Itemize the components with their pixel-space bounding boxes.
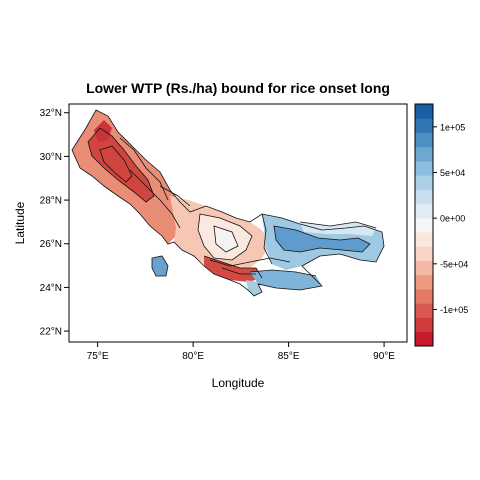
y-axis: 22°N 24°N 26°N 28°N 30°N 32°N — [40, 108, 69, 338]
colorbar-swatch — [415, 303, 433, 318]
colorbar-swatch — [415, 274, 433, 290]
y-tick-label: 26°N — [40, 239, 62, 250]
y-tick-label: 28°N — [40, 196, 62, 207]
contour-line — [299, 221, 377, 229]
colorbar-swatch — [415, 260, 433, 276]
y-tick-label: 24°N — [40, 283, 62, 294]
x-tick-label: 90°E — [373, 351, 395, 362]
colorbar-tick-label: 1e+05 — [440, 122, 465, 132]
x-axis: 75°E 80°E 85°E 90°E — [87, 342, 395, 362]
colorbar-swatch — [415, 232, 433, 247]
y-tick-label: 32°N — [40, 108, 62, 119]
colorbar-swatch — [415, 289, 433, 304]
region-west-deep-red — [88, 128, 154, 202]
colorbar-swatch — [415, 175, 433, 190]
map-title: Lower WTP (Rs./ha) bound for rice onset … — [86, 80, 390, 96]
colorbar-swatch — [415, 317, 433, 333]
contour-line — [159, 185, 191, 207]
contour-line — [213, 225, 239, 253]
x-tick-label: 85°E — [278, 351, 300, 362]
contour-line — [209, 257, 291, 267]
colorbar-swatch — [415, 118, 433, 133]
colorbar-swatch — [415, 146, 433, 162]
region-northwest-red — [94, 120, 112, 142]
y-axis-label: Latitude — [13, 201, 27, 244]
colorbar-swatch — [415, 246, 433, 261]
contour-lines — [71, 109, 385, 297]
colorbar-swatch — [415, 160, 433, 176]
region-southeast-blue — [250, 270, 322, 290]
x-tick-label: 75°E — [87, 351, 109, 362]
colorbar-swatch — [415, 189, 433, 205]
contour-line — [71, 109, 385, 297]
contour-line — [151, 255, 169, 277]
contour-line — [261, 213, 273, 265]
colorbar-swatch — [415, 104, 433, 119]
colorbar-tick-label: -5e+04 — [440, 259, 468, 269]
colorbar-swatch — [415, 132, 433, 148]
x-axis-label: Longitude — [212, 376, 265, 390]
colorbar-swatch — [415, 203, 433, 219]
map-panel: 75°E 80°E 85°E 90°E 22°N 24°N 26°N 28°N 30°N 32°… — [40, 103, 408, 362]
region-east-deep-blue — [274, 226, 370, 252]
colorbar: 1e+05 5e+04 0e+00 -5e+04 -1e+05 — [414, 103, 468, 347]
colorbar-tick-label: 5e+04 — [440, 168, 465, 178]
contour-line — [249, 269, 317, 277]
contour-line — [221, 267, 256, 275]
contour-line — [119, 137, 169, 201]
region-south-lobe — [152, 256, 168, 276]
x-tick-label: 80°E — [182, 351, 204, 362]
contour-line — [273, 225, 371, 253]
colorbar-swatch — [415, 217, 433, 233]
contour-line — [129, 169, 181, 229]
contour-line — [197, 213, 253, 261]
contour-line — [87, 127, 155, 203]
y-tick-label: 30°N — [40, 152, 62, 163]
colorbar-tick-label: -1e+05 — [440, 305, 468, 315]
colorbar-frame — [414, 103, 434, 347]
colorbar-tick-label: 0e+00 — [440, 214, 465, 224]
contour-line — [99, 145, 133, 183]
y-tick-label: 22°N — [40, 327, 62, 338]
colorbar-swatch — [415, 331, 433, 347]
